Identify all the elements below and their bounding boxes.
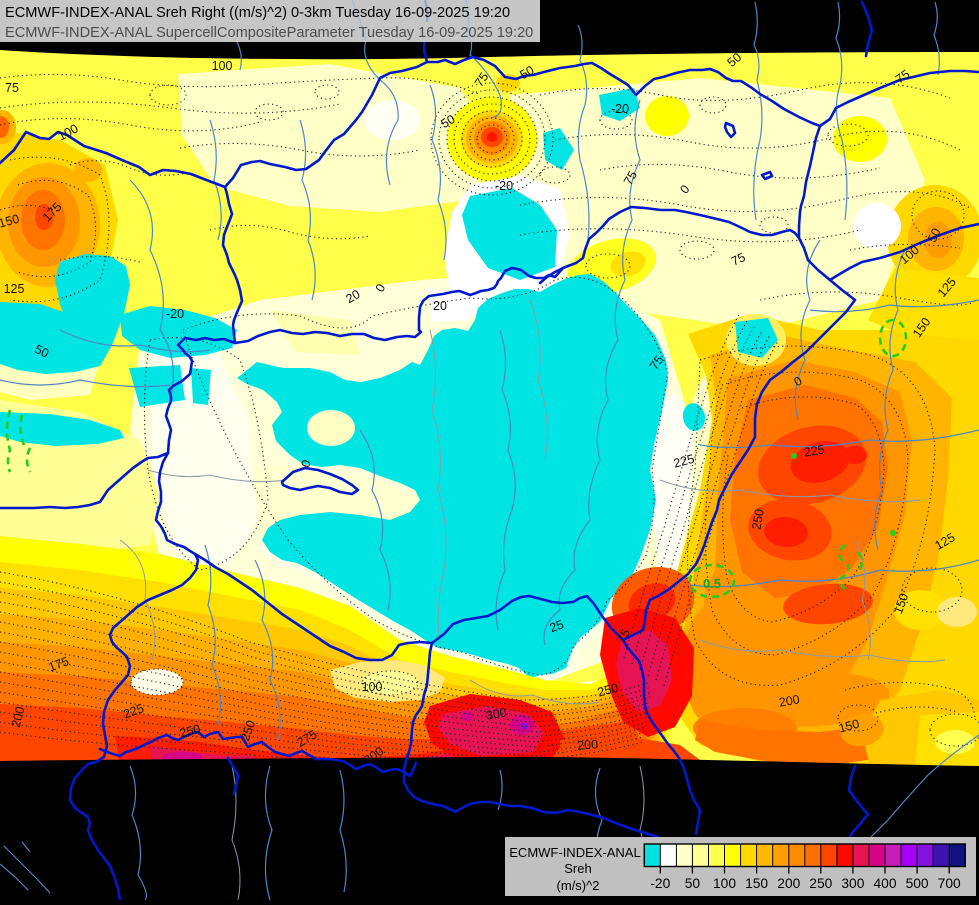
svg-text:50: 50	[517, 63, 536, 82]
svg-text:25: 25	[548, 617, 566, 635]
svg-text:150: 150	[745, 876, 768, 891]
svg-text:75: 75	[614, 626, 633, 645]
svg-text:175: 175	[46, 654, 70, 674]
svg-text:ECMWF-INDEX-ANAL Sreh Right ((: ECMWF-INDEX-ANAL Sreh Right ((m/s)^2) 0-…	[5, 5, 510, 21]
svg-text:700: 700	[938, 876, 961, 891]
svg-text:100: 100	[362, 680, 383, 694]
svg-text:50: 50	[438, 112, 457, 131]
svg-text:150: 150	[837, 717, 861, 736]
svg-text:500: 500	[906, 876, 929, 891]
svg-text:0.5: 0.5	[703, 576, 721, 591]
svg-text:125: 125	[4, 282, 25, 296]
svg-text:150: 150	[0, 212, 21, 231]
svg-text:-20: -20	[650, 876, 670, 891]
svg-text:50: 50	[685, 876, 701, 891]
svg-text:200: 200	[577, 737, 599, 753]
svg-text:225: 225	[121, 701, 145, 721]
svg-text:400: 400	[873, 876, 896, 891]
svg-text:-20: -20	[166, 307, 184, 321]
svg-text:ECMWF-INDEX-ANAL: ECMWF-INDEX-ANAL	[509, 845, 640, 860]
svg-text:75: 75	[729, 250, 748, 269]
svg-text:75: 75	[647, 353, 666, 372]
svg-text:20: 20	[343, 287, 362, 306]
svg-text:300: 300	[841, 876, 864, 891]
svg-text:75: 75	[472, 70, 491, 89]
svg-text:250: 250	[596, 681, 620, 700]
svg-text:250: 250	[178, 722, 202, 741]
svg-text:225: 225	[672, 452, 696, 471]
svg-text:300: 300	[485, 705, 508, 722]
svg-text:ECMWF-INDEX-ANAL SupercellComp: ECMWF-INDEX-ANAL SupercellCompositeParam…	[5, 25, 533, 41]
svg-text:20: 20	[433, 299, 447, 313]
svg-text:Sreh: Sreh	[564, 861, 591, 876]
svg-text:150: 150	[891, 591, 911, 615]
svg-text:200: 200	[778, 692, 801, 709]
svg-text:225: 225	[803, 442, 826, 459]
svg-text:200: 200	[9, 705, 28, 729]
svg-text:250: 250	[238, 718, 258, 742]
svg-text:50: 50	[925, 226, 944, 245]
svg-text:(m/s)^2: (m/s)^2	[557, 878, 600, 893]
svg-text:100: 100	[713, 876, 736, 891]
svg-text:50: 50	[32, 342, 51, 361]
svg-text:250: 250	[749, 508, 766, 531]
svg-text:-20: -20	[495, 179, 513, 193]
svg-text:-20: -20	[611, 102, 629, 116]
svg-text:200: 200	[777, 876, 800, 891]
svg-text:75: 75	[5, 81, 19, 95]
svg-text:75: 75	[893, 67, 912, 86]
svg-text:250: 250	[809, 876, 832, 891]
svg-text:0: 0	[298, 458, 314, 469]
svg-text:75: 75	[621, 168, 640, 187]
svg-text:100: 100	[212, 59, 233, 73]
